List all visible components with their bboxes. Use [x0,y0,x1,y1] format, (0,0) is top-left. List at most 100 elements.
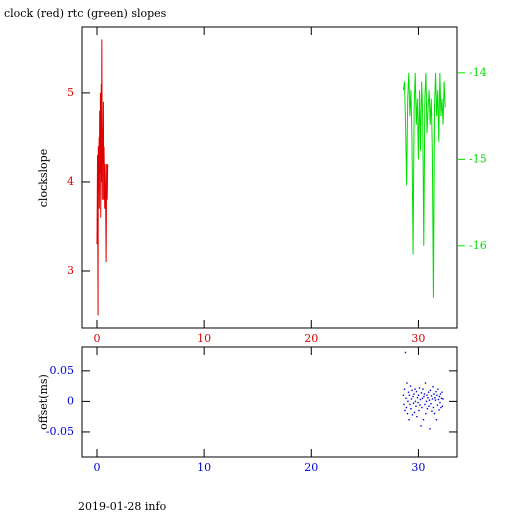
point [439,401,441,404]
y-tick-label: 0 [67,394,74,407]
chart-title: clock (red) rtc (green) slopes [4,7,167,20]
point [413,393,415,395]
point [405,406,408,409]
point [411,414,414,416]
point [436,404,439,406]
point [435,390,437,393]
point [422,388,424,390]
point [419,404,421,406]
point [430,395,433,397]
point [412,402,415,404]
point [418,387,421,389]
point [433,393,435,395]
point [411,389,413,392]
point [408,394,411,396]
point [418,409,420,412]
point [426,394,428,396]
point [428,399,431,401]
point [410,398,413,400]
point [437,388,439,390]
y-tick-label: 5 [67,86,74,99]
y-tick-label: 4 [67,175,74,188]
point [427,397,429,399]
point [425,400,428,403]
y2-tick-label: -14 [469,66,487,79]
point [415,405,417,407]
x-tick-label: 10 [197,332,211,345]
point [406,412,409,415]
point [416,415,418,418]
y2-tick-label: -16 [469,239,487,252]
point [423,395,425,398]
x-tick-label: 10 [197,461,211,474]
point [441,405,444,407]
point [403,388,406,390]
point [427,391,430,393]
point [414,400,417,403]
point [434,399,437,401]
point [441,391,443,393]
point [402,394,405,396]
footer: 2019-01-28 info [78,500,167,512]
point [421,397,424,400]
x-tick-label: 20 [304,332,318,345]
point [438,395,441,398]
point [442,398,444,400]
point [415,390,418,393]
point [436,394,438,396]
y-tick-label: 0.05 [50,364,75,377]
plot-frame [81,26,458,329]
x-tick-label: 0 [94,461,101,474]
point [403,403,405,406]
line [96,39,109,316]
point [440,406,442,409]
point [432,386,434,388]
point [433,412,436,415]
point [406,382,408,384]
x-tick-label: 20 [304,461,318,474]
point [423,393,426,395]
point [405,397,407,400]
point [413,411,416,414]
y-axis-label: offset(ms) [37,374,50,430]
point [410,408,412,410]
point [435,419,438,421]
point [420,425,422,427]
point [437,398,440,401]
point [409,385,412,387]
point [424,382,427,384]
point [417,401,419,404]
point [414,388,416,390]
point [419,398,422,401]
point [428,405,430,407]
y-tick-label: -0.05 [46,425,74,438]
point [407,400,409,403]
point [434,397,436,399]
point [431,410,433,412]
point [421,406,423,409]
point [438,409,440,411]
point [426,408,429,410]
point [422,419,425,421]
y-axis-label: clockslope [37,149,50,207]
x-tick-label: 30 [411,332,425,345]
point [432,406,435,409]
point [416,397,419,399]
point [424,403,426,406]
point [409,403,411,406]
point [429,389,432,392]
point [439,393,442,395]
y-tick-label: 3 [67,264,74,277]
point [429,428,431,430]
point [412,395,414,398]
point [417,394,420,396]
point [404,351,407,354]
point [425,412,427,415]
y2-tick-label: -15 [469,152,487,165]
point [420,392,423,394]
line [402,72,446,298]
plot-frame [81,346,458,458]
point [431,398,434,400]
